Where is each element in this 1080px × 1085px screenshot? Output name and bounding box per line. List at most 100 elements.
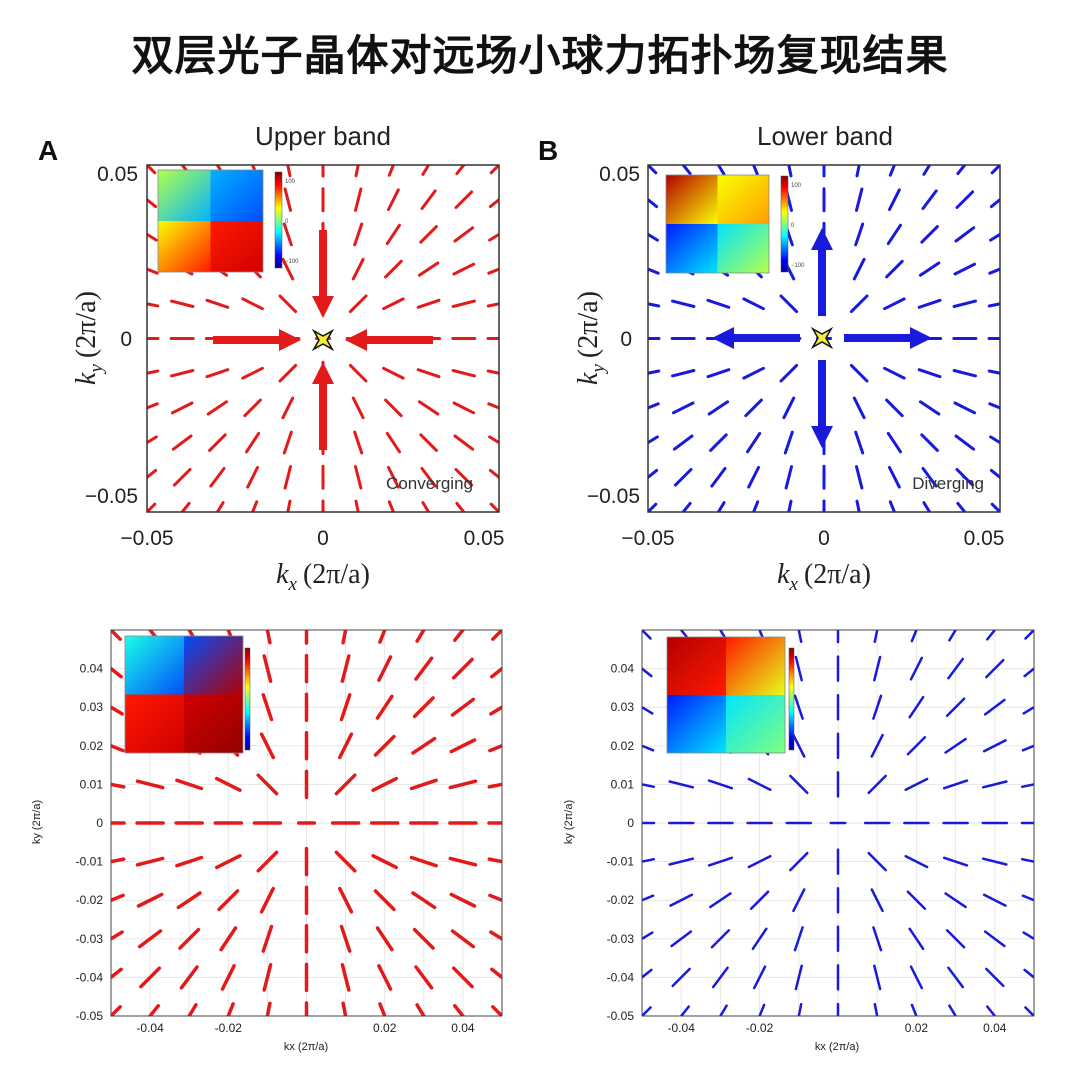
- panel-c-inset-quadrant: [125, 636, 184, 695]
- panel-d-vector-segment: [947, 966, 965, 989]
- panel-a-inset-quadrant: [158, 221, 211, 272]
- panel-b-vector-segment: [648, 468, 659, 480]
- panel-a-vector-segment: [147, 232, 158, 242]
- panel-c-vector-segment: [111, 782, 126, 789]
- panel-d-vector-segment: [679, 1005, 690, 1016]
- panel-c-vector-segment: [411, 891, 437, 910]
- panel-a-vector-segment: [387, 188, 400, 211]
- panel-c-vector-segment: [415, 630, 426, 643]
- panel-a-inset-colorbar: [274, 171, 283, 269]
- panel-c-vector-segment: [414, 965, 434, 990]
- panel-a-vector-segment: [452, 401, 476, 415]
- panel-c-ytick: 0: [96, 816, 103, 830]
- panel-a-vector-segment: [281, 257, 295, 281]
- panel-a-vector-segment: [286, 165, 292, 178]
- panel-c-ytick: -0.01: [76, 855, 104, 869]
- panel-d-vector-segment: [797, 1002, 803, 1016]
- panel-d-vector-segment: [904, 777, 929, 792]
- panel-d-vector-segment: [789, 774, 809, 795]
- panel-a-vector-segment: [354, 165, 360, 178]
- panel-c-inset-phase-map: [124, 635, 251, 754]
- panel-b-inset-quadrant: [717, 224, 769, 273]
- panel-a-vector-segment: [147, 435, 158, 445]
- panel-a-vector-segment: [147, 369, 160, 375]
- panel-b-vector-segment: [671, 401, 695, 415]
- panel-b-vector-segment: [854, 222, 865, 247]
- panel-a-vector-segment: [241, 366, 264, 380]
- panel-d-ytick: 0.02: [611, 739, 635, 753]
- panel-c-vector-segment: [371, 776, 399, 792]
- panel-b-vector-segment: [988, 402, 1000, 410]
- panel-d-frame: [641, 629, 1035, 1017]
- panel-b-vector-segment: [989, 468, 1000, 480]
- panel-b-letter: B: [538, 135, 558, 166]
- panel-c-vector-segment: [256, 850, 279, 873]
- panel-d-vector-segment: [873, 964, 882, 991]
- panel-d-ytick: 0: [627, 816, 634, 830]
- panel-b-big-arrow-head: [712, 327, 734, 349]
- panel-d-vector-segment: [679, 630, 690, 641]
- panel-b-vector-segment: [921, 189, 938, 210]
- panel-b-vector-segment: [888, 165, 897, 177]
- panel-b-vector-segment: [854, 430, 865, 455]
- panel-a-xlabel: kx (2π/a): [276, 559, 370, 595]
- panel-a-vector-segment: [417, 400, 440, 416]
- panel-d-vector-segment: [668, 857, 695, 866]
- panel-b-vector-segment: [989, 197, 1000, 209]
- panel-d-inset-quadrant: [726, 695, 785, 753]
- panel-d-vector-segment: [749, 890, 770, 910]
- panel-d-ytick: 0.04: [611, 662, 635, 676]
- panel-c-inset-quadrant: [125, 694, 184, 753]
- panel-a-vector-segment: [283, 465, 292, 490]
- panel-a-vector-segment: [354, 465, 363, 490]
- panel-b-vector-segment: [888, 466, 901, 489]
- panel-c-vector-segment: [448, 779, 478, 790]
- panel-c-vector-segment: [111, 743, 125, 753]
- panel-a-vector-segment: [486, 369, 499, 375]
- panel-b-inset-quadrant: [666, 175, 718, 224]
- panel-d-vector-segment: [986, 630, 997, 641]
- panel-d-vector-segment: [983, 930, 1006, 948]
- panel-b-diverging-arrows: [712, 228, 932, 448]
- panel-b-vector-segment: [888, 500, 897, 512]
- panel-a-vector-segment: [385, 223, 401, 246]
- panel-b-vector-segment: [648, 402, 660, 410]
- panel-c-vector-segment: [450, 697, 476, 717]
- panel-c-xlabel: kx (2π/a): [284, 1041, 328, 1053]
- panel-d-vector-segment: [981, 857, 1008, 866]
- panel-a-vector-field: [147, 165, 499, 512]
- panel-d-vector-segment: [909, 656, 924, 681]
- panel-a-big-arrow-head: [312, 362, 334, 384]
- panel-b-vector-segment: [886, 223, 902, 246]
- panel-a-letter: A: [38, 135, 58, 166]
- panel-b-vector-segment: [852, 257, 866, 281]
- panel-b-vector-segment: [648, 267, 660, 275]
- panel-c-vector-segment: [412, 696, 435, 719]
- panel-b-vector-segment: [779, 294, 799, 314]
- panel-d-vector-segment: [909, 965, 924, 990]
- panel-d-vector-segment: [945, 697, 966, 717]
- panel-d-inset-colorbar: [788, 647, 795, 751]
- panel-c-ytick: -0.02: [76, 893, 104, 907]
- panel-b-frame: [647, 164, 1001, 513]
- panel-b-xlabel: kx (2π/a): [777, 559, 871, 595]
- panel-a-vector-segment: [147, 402, 159, 410]
- panel-c-vector-segment: [111, 857, 126, 864]
- panel-b-inset-quadrant: [666, 224, 718, 273]
- panel-c-xtick: 0.02: [373, 1021, 397, 1035]
- panel-b-vector-segment: [953, 401, 977, 415]
- panel-b-vector-segment: [990, 502, 1000, 512]
- panel-c-vector-segment: [175, 855, 204, 868]
- panel-a-vector-segment: [488, 232, 499, 242]
- panel-a-vector-segment: [486, 302, 499, 308]
- panel-b-vector-segment: [917, 298, 942, 309]
- panel-b-vector-segment: [716, 165, 726, 176]
- panel-c-ytick: -0.03: [76, 932, 104, 946]
- panel-d-ytick: -0.03: [607, 932, 635, 946]
- panel-b-vector-segment: [782, 396, 796, 420]
- panel-c-ytick: -0.05: [76, 1009, 104, 1023]
- panel-c-vector-segment: [220, 964, 236, 991]
- panel-a-title: Upper band: [255, 121, 391, 151]
- panel-b-vector-segment: [954, 434, 976, 451]
- panel-b-vector-segment: [648, 369, 661, 375]
